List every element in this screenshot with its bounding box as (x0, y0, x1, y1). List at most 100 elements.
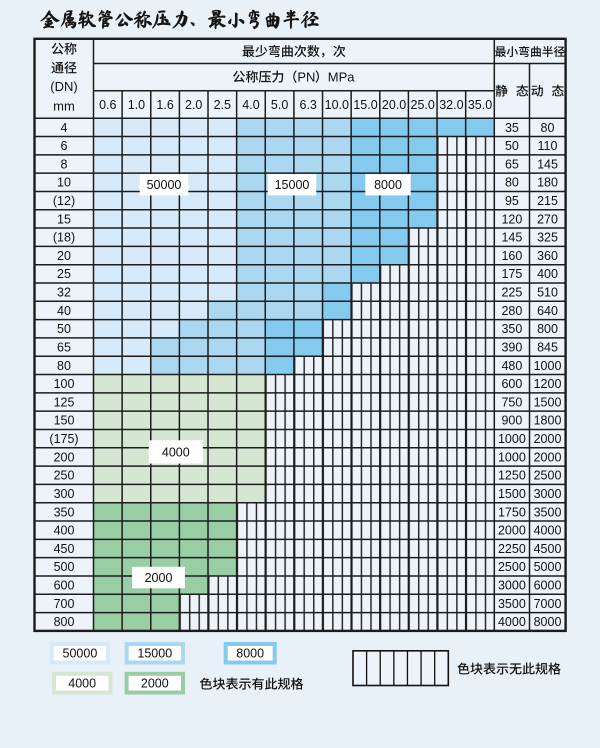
svg-text:65: 65 (505, 157, 519, 171)
svg-text:MPa: MPa (328, 70, 356, 85)
svg-text:175: 175 (501, 267, 522, 281)
svg-text:7000: 7000 (534, 597, 562, 611)
svg-text:2500: 2500 (534, 469, 562, 483)
svg-text:100: 100 (54, 377, 75, 391)
svg-text:4000: 4000 (162, 445, 190, 459)
svg-text:845: 845 (537, 341, 558, 355)
svg-text:10: 10 (57, 176, 71, 190)
svg-text:20: 20 (57, 249, 71, 263)
svg-text:1800: 1800 (534, 414, 562, 428)
svg-text:40: 40 (57, 304, 71, 318)
svg-text:95: 95 (505, 194, 519, 208)
svg-text:(175): (175) (49, 432, 78, 446)
svg-text:mm: mm (53, 98, 75, 113)
svg-text:8: 8 (61, 157, 68, 171)
svg-text:2000: 2000 (145, 571, 173, 585)
svg-text:(DN): (DN) (50, 79, 77, 94)
svg-text:25: 25 (57, 267, 71, 281)
svg-text:2.5: 2.5 (214, 98, 231, 112)
svg-text:180: 180 (537, 176, 558, 190)
svg-text:400: 400 (54, 524, 75, 538)
svg-text:510: 510 (537, 286, 558, 300)
svg-text:5000: 5000 (534, 560, 562, 574)
svg-text:50: 50 (57, 322, 71, 336)
svg-text:35: 35 (505, 121, 519, 135)
svg-text:15: 15 (57, 212, 71, 226)
svg-text:600: 600 (501, 377, 522, 391)
svg-text:15000: 15000 (137, 647, 172, 661)
svg-text:3000: 3000 (534, 487, 562, 501)
svg-text:145: 145 (537, 157, 558, 171)
svg-text:1250: 1250 (498, 469, 526, 483)
svg-text:20.0: 20.0 (382, 98, 406, 112)
svg-text:(12): (12) (53, 194, 75, 208)
svg-text:600: 600 (54, 579, 75, 593)
svg-text:15.0: 15.0 (353, 98, 377, 112)
svg-text:15000: 15000 (275, 178, 310, 192)
svg-text:3500: 3500 (534, 505, 562, 519)
svg-text:2.0: 2.0 (185, 98, 202, 112)
svg-text:145: 145 (501, 231, 522, 245)
svg-text:250: 250 (54, 469, 75, 483)
svg-text:1000: 1000 (534, 359, 562, 373)
svg-text:4000: 4000 (534, 524, 562, 538)
svg-text:125: 125 (54, 395, 75, 409)
svg-text:3500: 3500 (498, 597, 526, 611)
svg-text:2000: 2000 (498, 524, 526, 538)
svg-text:110: 110 (538, 139, 558, 153)
svg-text:4000: 4000 (498, 615, 526, 629)
svg-text:5.0: 5.0 (271, 98, 288, 112)
svg-text:6.3: 6.3 (300, 98, 317, 112)
svg-text:1.6: 1.6 (156, 98, 173, 112)
svg-text:4: 4 (61, 121, 68, 135)
svg-text:32.0: 32.0 (439, 98, 463, 112)
svg-text:900: 900 (501, 414, 522, 428)
svg-text:480: 480 (501, 359, 522, 373)
svg-text:360: 360 (537, 249, 558, 263)
svg-text:6000: 6000 (534, 579, 562, 593)
svg-text:1.0: 1.0 (128, 98, 145, 112)
svg-text:4000: 4000 (68, 677, 96, 691)
svg-text:80: 80 (541, 121, 555, 135)
svg-text:10.0: 10.0 (325, 98, 349, 112)
svg-text:270: 270 (537, 212, 558, 226)
svg-text:300: 300 (54, 487, 75, 501)
svg-text:2250: 2250 (498, 542, 526, 556)
svg-text:2000: 2000 (141, 677, 169, 691)
svg-text:350: 350 (501, 322, 522, 336)
svg-text:1000: 1000 (498, 432, 526, 446)
svg-text:750: 750 (501, 395, 522, 409)
svg-text:150: 150 (54, 414, 75, 428)
svg-text:1000: 1000 (498, 450, 526, 464)
svg-text:2000: 2000 (534, 450, 562, 464)
svg-text:400: 400 (537, 267, 558, 281)
svg-text:325: 325 (537, 231, 558, 245)
svg-text:350: 350 (54, 505, 75, 519)
svg-text:160: 160 (501, 249, 522, 263)
svg-text:35.0: 35.0 (468, 98, 492, 112)
svg-text:1200: 1200 (534, 377, 562, 391)
svg-text:390: 390 (501, 341, 522, 355)
svg-text:4.0: 4.0 (242, 98, 259, 112)
svg-text:50000: 50000 (63, 647, 98, 661)
svg-text:2500: 2500 (498, 560, 526, 574)
svg-text:500: 500 (54, 560, 75, 574)
svg-text:0.6: 0.6 (99, 98, 116, 112)
svg-text:80: 80 (57, 359, 71, 373)
svg-text:800: 800 (537, 322, 558, 336)
svg-text:50: 50 (505, 139, 519, 153)
svg-text:700: 700 (54, 597, 75, 611)
svg-text:4500: 4500 (534, 542, 562, 556)
svg-text:640: 640 (537, 304, 558, 318)
svg-text:(18): (18) (53, 231, 75, 245)
svg-text:32: 32 (57, 286, 71, 300)
svg-text:8000: 8000 (374, 178, 402, 192)
svg-text:2000: 2000 (534, 432, 562, 446)
svg-text:200: 200 (54, 450, 75, 464)
svg-text:25.0: 25.0 (411, 98, 435, 112)
svg-text:PN: PN (297, 70, 315, 85)
svg-text:1500: 1500 (534, 395, 562, 409)
svg-text:3000: 3000 (498, 579, 526, 593)
svg-text:800: 800 (54, 615, 75, 629)
svg-text:215: 215 (537, 194, 558, 208)
